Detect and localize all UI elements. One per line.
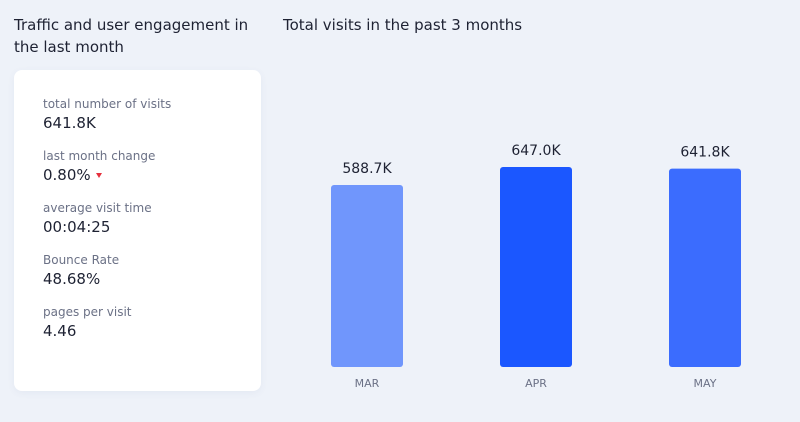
stat-pages-per-visit: pages per visit 4.46 bbox=[43, 304, 261, 341]
bar-value-label: 647.0K bbox=[511, 143, 561, 159]
category-label: APR bbox=[525, 377, 547, 390]
trend-down-icon bbox=[95, 172, 102, 178]
stat-value: 0.80% bbox=[43, 165, 261, 185]
stat-value-text: 641.8K bbox=[43, 114, 96, 132]
stat-bounce-rate: Bounce Rate 48.68% bbox=[43, 252, 261, 289]
stat-label: pages per visit bbox=[43, 305, 132, 319]
stat-value: 00:04:25 bbox=[43, 217, 261, 237]
bar-apr[interactable] bbox=[500, 167, 572, 367]
category-label: MAY bbox=[694, 377, 717, 390]
stat-value-text: 0.80% bbox=[43, 166, 91, 184]
stat-label: total number of visits bbox=[43, 97, 172, 111]
category-label: MAR bbox=[355, 377, 380, 390]
bar-may[interactable] bbox=[669, 168, 741, 367]
stat-label: last month change bbox=[43, 149, 156, 163]
stat-total-visits: total number of visits 641.8K bbox=[43, 96, 261, 133]
stat-label: Bounce Rate bbox=[43, 253, 120, 267]
stat-value: 48.68% bbox=[43, 269, 261, 289]
stat-value: 4.46 bbox=[43, 321, 261, 341]
bar-value-label: 588.7K bbox=[342, 161, 392, 177]
stat-value: 641.8K bbox=[43, 113, 261, 133]
chart-title: Total visits in the past 3 months bbox=[283, 16, 523, 34]
stat-average-visit-time: average visit time 00:04:25 bbox=[43, 200, 261, 237]
bar-value-label: 641.8K bbox=[680, 145, 730, 161]
stat-value-text: 48.68% bbox=[43, 270, 101, 288]
stat-value-text: 4.46 bbox=[43, 322, 77, 340]
bar-chart-svg: 588.7K MAR 647.0K APR 641.8K MAY bbox=[331, 143, 741, 390]
visits-bar-chart: 588.7K MAR 647.0K APR 641.8K MAY bbox=[283, 60, 800, 422]
stat-last-month-change: last month change 0.80% bbox=[43, 148, 261, 185]
engagement-section-title: Traffic and user engagement in the last … bbox=[14, 16, 249, 56]
stat-label: average visit time bbox=[43, 201, 152, 215]
bar-mar[interactable] bbox=[331, 185, 403, 367]
stat-value-text: 00:04:25 bbox=[43, 218, 111, 236]
engagement-stats-card: total number of visits 641.8K last month… bbox=[14, 70, 261, 391]
